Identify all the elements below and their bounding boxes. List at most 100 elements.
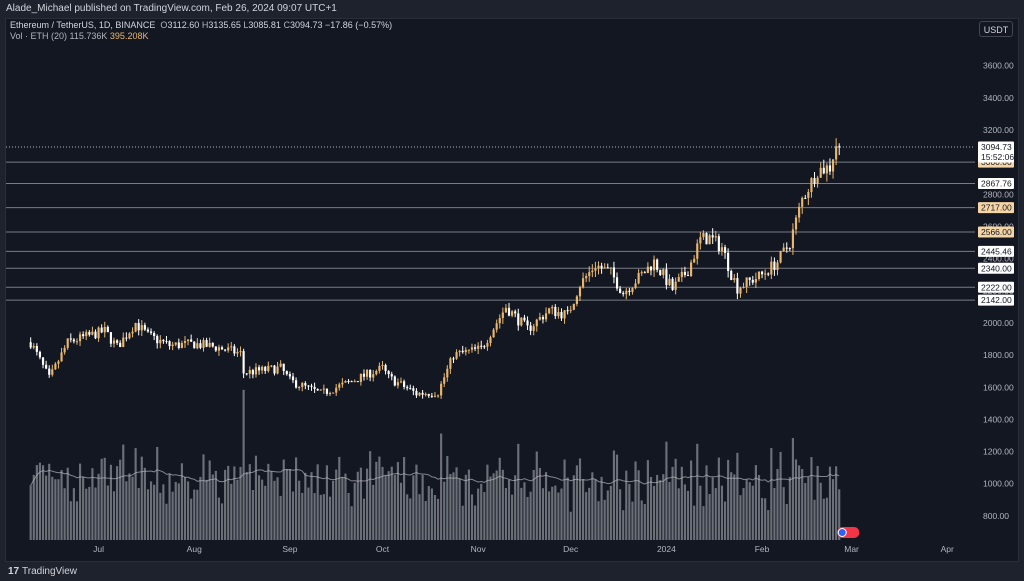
candle-body bbox=[82, 334, 85, 337]
level-tag-bg bbox=[978, 294, 1014, 306]
volume-bar bbox=[94, 487, 97, 540]
volume-bar bbox=[458, 478, 461, 540]
volume-bar bbox=[112, 491, 116, 540]
tradingview-brand[interactable]: TradingView bbox=[22, 566, 78, 577]
volume-bar bbox=[282, 459, 285, 540]
candle-body bbox=[433, 395, 437, 397]
candle-body bbox=[711, 235, 714, 238]
candle-body bbox=[785, 247, 788, 249]
volume-bar bbox=[214, 470, 217, 540]
candle-body bbox=[619, 288, 622, 293]
candle-body bbox=[807, 192, 810, 198]
y-tick-label: 2000.00 bbox=[983, 318, 1014, 328]
volume-bar bbox=[656, 474, 659, 540]
volume-bar bbox=[551, 486, 554, 540]
candle-body bbox=[671, 278, 674, 290]
level-tag-bg bbox=[978, 281, 1014, 293]
volume-bar bbox=[267, 463, 270, 540]
volume-bar bbox=[609, 485, 612, 540]
currency-button[interactable]: USDT bbox=[979, 21, 1013, 37]
candle-body bbox=[288, 374, 291, 377]
candle-body bbox=[362, 373, 366, 377]
volume-bar bbox=[801, 469, 804, 540]
volume-bar bbox=[511, 494, 514, 540]
open-label: O bbox=[160, 20, 168, 30]
volume-bar bbox=[430, 488, 433, 540]
volume-bar bbox=[751, 485, 754, 540]
volume-bar bbox=[665, 441, 668, 540]
volume-bar bbox=[190, 498, 193, 540]
volume-bar bbox=[541, 488, 545, 540]
candle-body bbox=[242, 351, 245, 374]
candle-body bbox=[554, 306, 557, 317]
volume-bar bbox=[597, 501, 600, 540]
volume-bar bbox=[196, 489, 199, 540]
candle-body bbox=[97, 327, 100, 339]
level-tag-bg bbox=[978, 177, 1014, 189]
tradingview-logo-icon[interactable]: 17 bbox=[8, 566, 20, 577]
volume-bar bbox=[183, 477, 187, 540]
candle-body bbox=[149, 331, 153, 334]
volume-bar bbox=[532, 469, 535, 540]
volume-bar bbox=[406, 494, 409, 540]
y-tick-label: 3400.00 bbox=[983, 93, 1014, 103]
candle-body bbox=[381, 365, 384, 367]
candle-body bbox=[646, 266, 649, 273]
chart-frame[interactable] bbox=[5, 18, 1019, 562]
candle-body bbox=[372, 374, 375, 378]
candle-body bbox=[214, 346, 217, 351]
volume-bar bbox=[227, 465, 230, 540]
candle-body bbox=[520, 317, 523, 326]
volume-bar bbox=[480, 483, 483, 540]
volume-bar bbox=[760, 498, 764, 540]
publisher-text: Alade_Michael published on TradingView.c… bbox=[6, 3, 337, 14]
volume-bar bbox=[708, 494, 711, 540]
volume-bar bbox=[171, 491, 174, 540]
candle-body bbox=[375, 370, 378, 375]
volume-bar bbox=[116, 466, 119, 540]
level-tag: 2566.00 bbox=[981, 227, 1012, 237]
volume-bar bbox=[813, 499, 816, 540]
candle-body bbox=[430, 395, 433, 397]
candle-body bbox=[483, 346, 486, 348]
symbol-name[interactable]: Ethereum / TetherUS, 1D, BINANCE bbox=[10, 20, 156, 30]
candle-body bbox=[548, 308, 551, 314]
volume-bar bbox=[328, 496, 332, 540]
candle-body bbox=[45, 364, 48, 369]
volume-bar bbox=[816, 465, 819, 540]
candle-body bbox=[440, 383, 443, 396]
volume-bar bbox=[835, 466, 838, 540]
candle-body bbox=[122, 337, 125, 348]
volume-bar bbox=[606, 490, 609, 540]
volume-bar bbox=[526, 496, 529, 540]
candle-body bbox=[69, 338, 72, 340]
volume-bar bbox=[162, 484, 165, 540]
candle-body bbox=[813, 178, 816, 184]
candle-body bbox=[202, 340, 205, 348]
volume-value: 115.736K bbox=[69, 31, 108, 41]
candle-body bbox=[467, 349, 470, 351]
candle-body bbox=[365, 370, 369, 377]
volume-bar bbox=[831, 479, 835, 540]
volume-bar bbox=[477, 488, 480, 540]
candles bbox=[29, 138, 841, 399]
y-tick-label: 1800.00 bbox=[983, 350, 1014, 360]
candle-body bbox=[301, 383, 304, 387]
ohlc-values: O3112.60 H3135.65 L3085.81 C3094.73 −17.… bbox=[158, 20, 392, 30]
volume-bar bbox=[467, 469, 470, 540]
volume-bar bbox=[560, 488, 563, 540]
candle-body bbox=[38, 351, 42, 358]
volume-bar bbox=[625, 470, 628, 540]
candle-body bbox=[723, 247, 727, 253]
volume-bar bbox=[659, 480, 662, 540]
volume-bar bbox=[649, 476, 653, 540]
candle-body bbox=[770, 261, 773, 275]
level-tag-bg bbox=[978, 245, 1014, 257]
candle-body bbox=[649, 266, 653, 271]
y-tick-label: 3600.00 bbox=[983, 61, 1014, 71]
volume-label[interactable]: Vol · ETH (20) bbox=[10, 31, 68, 41]
candle-body bbox=[693, 258, 696, 263]
candle-body bbox=[103, 326, 106, 333]
volume-bar bbox=[149, 481, 153, 540]
volume-bar bbox=[205, 479, 208, 540]
